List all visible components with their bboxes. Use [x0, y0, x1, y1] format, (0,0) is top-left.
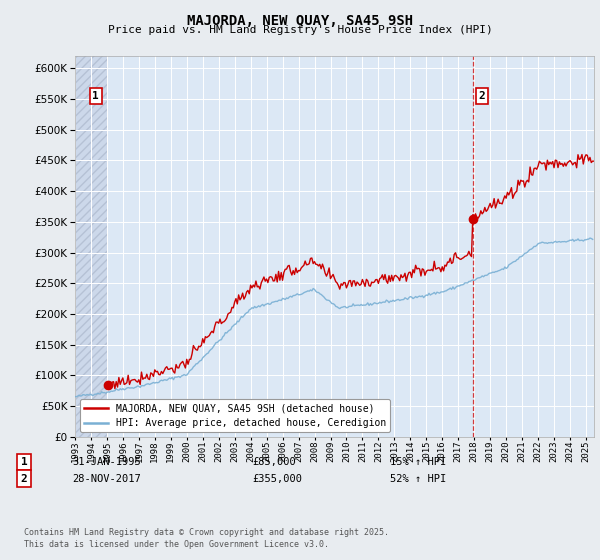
Text: 1: 1: [92, 91, 99, 101]
Text: 15% ↑ HPI: 15% ↑ HPI: [390, 457, 446, 467]
Text: 31-JAN-1995: 31-JAN-1995: [72, 457, 141, 467]
Text: Contains HM Land Registry data © Crown copyright and database right 2025.
This d: Contains HM Land Registry data © Crown c…: [24, 528, 389, 549]
Legend: MAJORDA, NEW QUAY, SA45 9SH (detached house), HPI: Average price, detached house: MAJORDA, NEW QUAY, SA45 9SH (detached ho…: [80, 399, 390, 432]
Text: 2: 2: [479, 91, 485, 101]
Text: £355,000: £355,000: [252, 474, 302, 484]
Text: £85,000: £85,000: [252, 457, 296, 467]
Text: 52% ↑ HPI: 52% ↑ HPI: [390, 474, 446, 484]
Text: 28-NOV-2017: 28-NOV-2017: [72, 474, 141, 484]
Text: 1: 1: [20, 457, 28, 467]
Text: Price paid vs. HM Land Registry's House Price Index (HPI): Price paid vs. HM Land Registry's House …: [107, 25, 493, 35]
Text: MAJORDA, NEW QUAY, SA45 9SH: MAJORDA, NEW QUAY, SA45 9SH: [187, 14, 413, 28]
Text: 2: 2: [20, 474, 28, 484]
